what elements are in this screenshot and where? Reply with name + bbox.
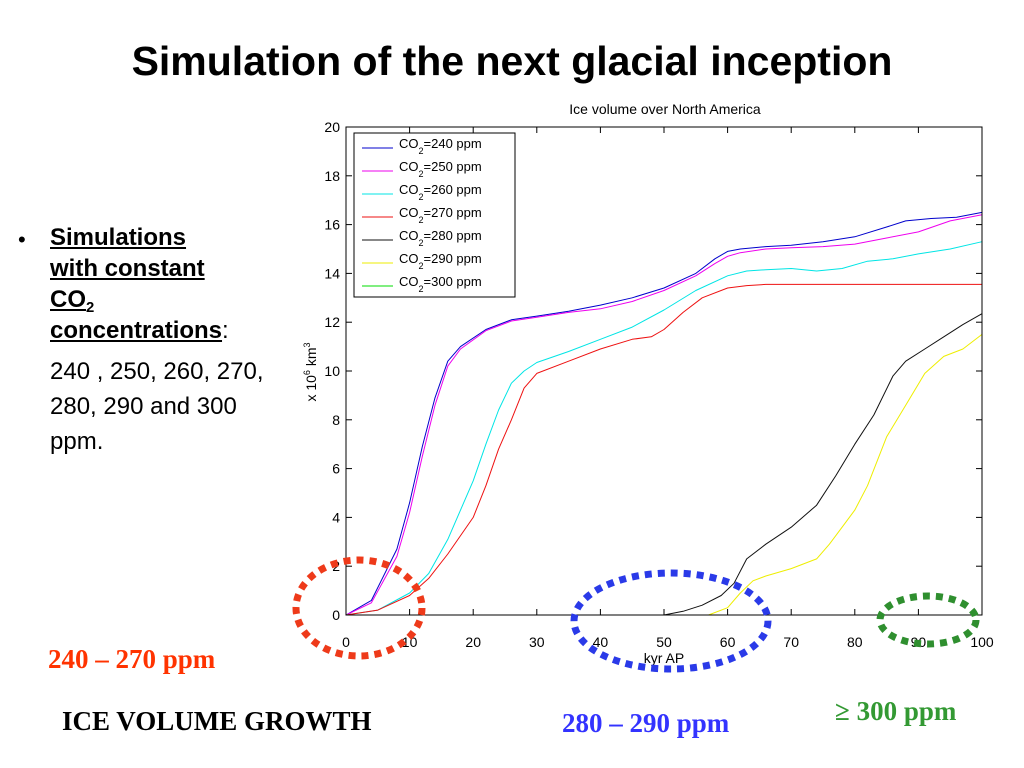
bullet-text: Simulations with constant CO2 concentrat… — [50, 222, 229, 346]
y-label-unit: km — [303, 347, 319, 370]
legend-sub: 2 — [419, 192, 424, 202]
legend-series-name: =240 ppm — [424, 136, 482, 151]
x-tick-label: 60 — [720, 634, 736, 650]
legend-sub: 2 — [419, 215, 424, 225]
series-line — [345, 211, 983, 616]
y-tick-label: 14 — [324, 265, 340, 281]
x-tick-label: 0 — [342, 634, 350, 650]
series-line — [345, 283, 982, 616]
x-tick-label: 50 — [656, 634, 672, 650]
legend-sub: 2 — [419, 284, 424, 294]
x-tick-label: 40 — [593, 634, 609, 650]
y-tick-label: 12 — [324, 314, 340, 330]
y-tick-label: 0 — [332, 607, 340, 623]
bullet-values: 240 , 250, 260, 270, 280, 290 and 300 pp… — [50, 358, 264, 455]
bullet-heading-line2: with constant — [50, 255, 205, 282]
legend-sub: 2 — [419, 169, 424, 179]
x-tick-label: 30 — [529, 634, 545, 650]
legend-entry: CO2=270 ppm — [399, 205, 482, 225]
series-line — [345, 214, 983, 616]
legend-co: CO — [399, 205, 419, 220]
y-tick-label: 4 — [332, 509, 340, 525]
legend-sub: 2 — [419, 238, 424, 248]
slide-title: Simulation of the next glacial inception — [131, 38, 893, 84]
range-label-mid: 280 – 290 ppm — [562, 708, 730, 738]
x-tick-label: 80 — [847, 634, 863, 650]
x-tick-label: 70 — [783, 634, 799, 650]
legend-series-name: =290 ppm — [424, 251, 482, 266]
y-tick-label: 10 — [324, 363, 340, 379]
legend-entry: CO2=280 ppm — [399, 228, 482, 248]
legend-series-name: =250 ppm — [424, 159, 482, 174]
bullet-heading-line1: Simulations — [50, 224, 187, 251]
x-tick-label: 100 — [970, 634, 994, 650]
series-line — [346, 334, 983, 616]
legend-co: CO — [399, 159, 419, 174]
highlight-ellipse-low — [292, 556, 426, 660]
series-line — [345, 241, 983, 616]
y-axis-label: x 106 km3 — [302, 342, 319, 401]
y-label-exp2: 3 — [302, 342, 312, 347]
y-tick-label: 20 — [324, 119, 340, 135]
legend-co: CO — [399, 228, 419, 243]
highlight-ellipse-mid — [570, 569, 772, 673]
legend-entry: CO2=260 ppm — [399, 182, 482, 202]
bullet-heading-co2: CO2 — [50, 286, 95, 317]
y-tick-label: 16 — [324, 217, 340, 233]
bullet-marker: • — [18, 227, 26, 252]
legend-sub: 2 — [419, 146, 424, 156]
ice-volume-growth-label: ICE VOLUME GROWTH — [62, 706, 372, 736]
legend-sub: 2 — [419, 261, 424, 271]
y-tick-label: 6 — [332, 461, 340, 477]
range-label-low: 240 – 270 ppm — [48, 644, 216, 674]
legend-series-name: =260 ppm — [424, 182, 482, 197]
bullet-colon: : — [222, 317, 229, 344]
legend-series-name: =300 ppm — [424, 274, 482, 289]
bullet-heading-line4: concentrations — [50, 317, 223, 344]
legend-entry: CO2=240 ppm — [399, 136, 482, 156]
range-label-high: ≥ 300 ppm — [835, 696, 957, 726]
x-axis-label: kyr AP — [644, 650, 684, 666]
y-tick-label: 8 — [332, 412, 340, 428]
legend-entry: CO2=250 ppm — [399, 159, 482, 179]
legend-co: CO — [399, 251, 419, 266]
y-label-base: x 10 — [303, 375, 319, 402]
series-line — [346, 313, 983, 616]
legend-co: CO — [399, 182, 419, 197]
co-text: CO — [50, 286, 86, 313]
legend-series-name: =280 ppm — [424, 228, 482, 243]
chart-title: Ice volume over North America — [569, 101, 761, 117]
bullet-list: • Simulations with constant CO2 concentr… — [18, 222, 288, 459]
plot-area-frame — [345, 126, 983, 616]
legend-co: CO — [399, 136, 419, 151]
legend-entry: CO2=290 ppm — [399, 251, 482, 271]
x-tick-label: 10 — [402, 634, 418, 650]
x-tick-label: 20 — [465, 634, 481, 650]
highlight-ellipse-high — [876, 592, 980, 648]
legend-series-name: =270 ppm — [424, 205, 482, 220]
bullet-item: • Simulations with constant CO2 concentr… — [18, 222, 288, 346]
y-tick-label: 18 — [324, 168, 340, 184]
legend-entry: CO2=300 ppm — [399, 274, 482, 294]
co-subscript: 2 — [86, 300, 95, 317]
legend-co: CO — [399, 274, 419, 289]
legend-box — [353, 132, 516, 298]
y-label-exp1: 6 — [302, 370, 312, 375]
